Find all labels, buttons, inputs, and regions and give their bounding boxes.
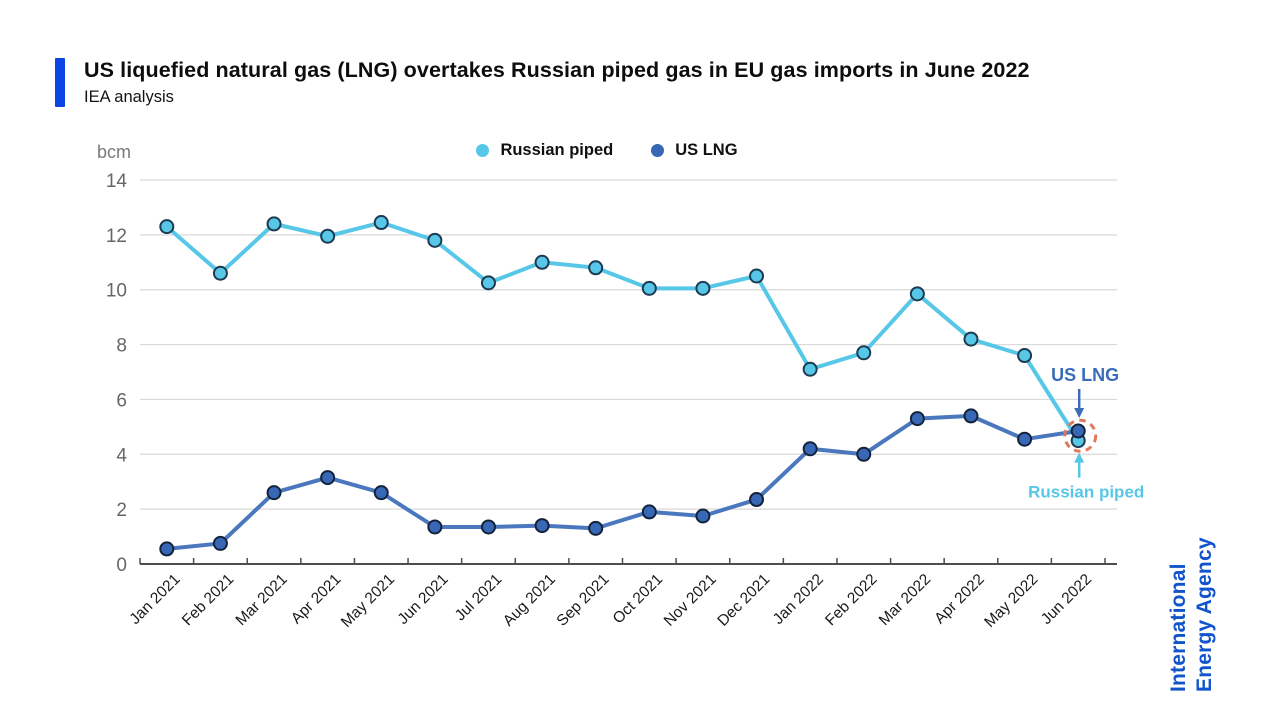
x-tick-label: Jan 2022 [770, 571, 827, 628]
highlight-dashed-circle [1063, 418, 1098, 453]
data-point-russian-piped [588, 260, 604, 276]
data-point-us-lng [266, 485, 282, 501]
data-point-us-lng [1070, 423, 1086, 439]
branding-line2: Energy Agency [1193, 537, 1216, 692]
y-tick-label: 4 [116, 445, 127, 466]
data-point-us-lng [695, 508, 711, 524]
legend-item-russian-piped: Russian piped [476, 141, 613, 160]
data-point-russian-piped [480, 275, 496, 291]
x-tick-label: Jan 2021 [127, 571, 184, 628]
y-tick-label: 8 [116, 336, 127, 357]
data-point-us-lng [749, 492, 765, 508]
annotation-russian-piped: Russian piped [1028, 483, 1144, 502]
data-point-russian-piped [749, 268, 765, 284]
data-point-russian-piped [159, 219, 175, 235]
legend-dot-us-lng [651, 144, 665, 157]
x-tick-label: Jul 2021 [452, 571, 505, 624]
data-point-us-lng [1017, 431, 1033, 447]
legend-dot-russian-piped [476, 144, 490, 157]
data-point-us-lng [534, 518, 550, 534]
data-point-russian-piped [802, 361, 818, 377]
legend-item-us-lng: US LNG [651, 141, 738, 160]
annotation-us-lng: US LNG [1051, 365, 1119, 385]
data-point-us-lng [588, 520, 604, 536]
x-tick-label: Nov 2021 [661, 571, 720, 630]
x-tick-label: Mar 2021 [233, 571, 291, 629]
series-line-us-lng [164, 413, 1081, 551]
data-point-russian-piped [266, 216, 282, 232]
x-tick-label: May 2021 [338, 571, 398, 631]
series-line-russian-piped [164, 220, 1081, 443]
title-block: US liquefied natural gas (LNG) overtakes… [84, 58, 1030, 107]
y-tick-label: 12 [106, 226, 127, 247]
data-point-russian-piped [373, 215, 389, 231]
x-tick-label: Feb 2022 [822, 571, 880, 629]
legend-label-us-lng: US LNG [675, 141, 738, 159]
data-point-russian-piped [1017, 348, 1033, 364]
data-point-us-lng [159, 541, 175, 557]
data-point-russian-piped [534, 254, 550, 270]
title-accent-bar [55, 58, 65, 107]
chart-legend: Russian piped US LNG [54, 141, 1160, 160]
data-point-russian-piped [963, 331, 979, 347]
x-tick-label: May 2022 [981, 571, 1041, 631]
y-tick-label: 10 [106, 281, 127, 302]
chart-header: US liquefied natural gas (LNG) overtakes… [55, 58, 1030, 107]
x-tick-label: Jun 2022 [1038, 571, 1095, 628]
x-tick-label: Apr 2021 [288, 571, 345, 628]
data-point-us-lng [802, 441, 818, 457]
data-point-us-lng [963, 408, 979, 424]
data-point-us-lng [480, 519, 496, 535]
x-tick-label: Sep 2021 [554, 571, 613, 630]
data-point-russian-piped [856, 345, 872, 361]
data-point-russian-piped [695, 280, 711, 296]
y-tick-label: 0 [116, 555, 127, 576]
data-point-russian-piped [641, 280, 657, 296]
legend-label-russian-piped: Russian piped [500, 141, 614, 159]
annotation-arrowhead-up [1074, 452, 1085, 463]
data-point-us-lng [909, 411, 925, 427]
data-point-russian-piped [909, 286, 925, 302]
x-tick-label: Oct 2021 [610, 571, 667, 628]
x-tick-label: Dec 2021 [714, 571, 773, 630]
branding-line1: International [1167, 563, 1190, 692]
x-tick-label: Feb 2021 [179, 571, 237, 629]
x-tick-label: Apr 2022 [931, 571, 988, 628]
y-tick-label: 14 [106, 171, 128, 192]
annotation-arrowhead-down [1074, 407, 1085, 418]
x-tick-label: Mar 2022 [876, 571, 934, 629]
data-point-russian-piped [427, 232, 443, 248]
chart-title: US liquefied natural gas (LNG) overtakes… [84, 58, 1030, 82]
data-point-us-lng [212, 535, 228, 551]
x-tick-label: Jun 2021 [395, 571, 452, 628]
y-tick-label: 2 [116, 500, 127, 521]
iea-branding: International Energy Agency [1166, 537, 1218, 692]
data-point-us-lng [320, 470, 336, 486]
data-point-us-lng [373, 485, 389, 501]
data-point-russian-piped [320, 228, 336, 244]
chart-subtitle: IEA analysis [84, 88, 174, 106]
x-tick-label: Aug 2021 [500, 571, 559, 630]
data-point-us-lng [427, 519, 443, 535]
data-point-us-lng [856, 446, 872, 462]
y-tick-label: 6 [116, 390, 127, 411]
y-axis-unit-label: bcm [97, 142, 131, 162]
data-point-us-lng [641, 504, 657, 520]
data-point-russian-piped [212, 265, 228, 281]
